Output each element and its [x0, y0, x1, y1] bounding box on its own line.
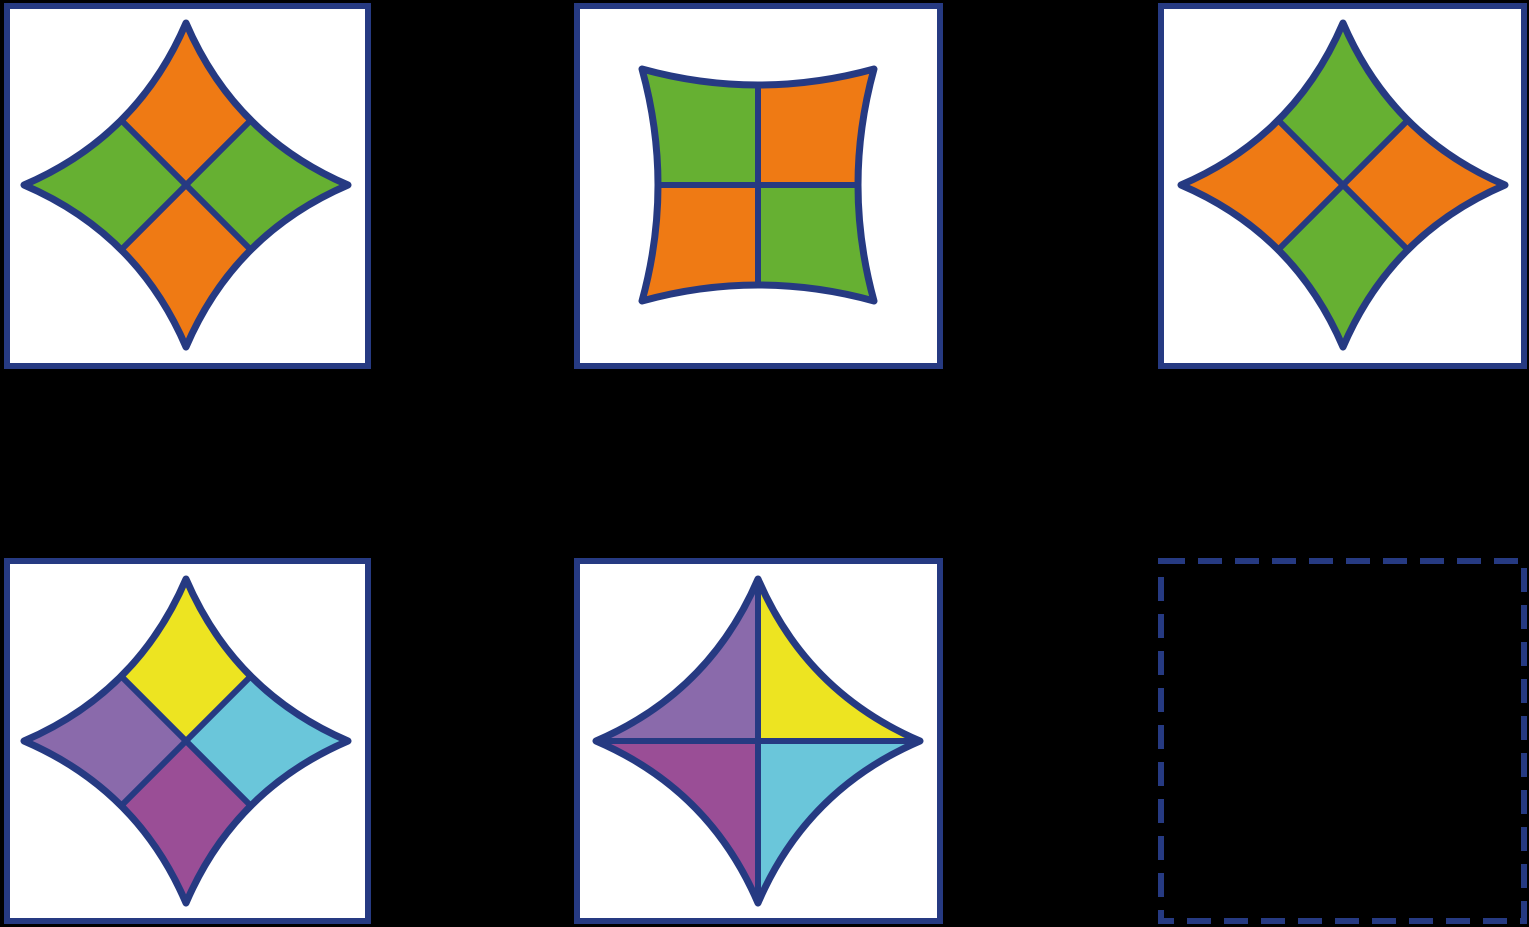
pillow-figure: [638, 65, 878, 305]
shape-outline: [592, 575, 924, 907]
cell-r2-c3-answer-slot[interactable]: [1158, 558, 1527, 924]
quadrant-bottom-left: [642, 185, 758, 301]
cell-r2-c1[interactable]: [0, 541, 386, 927]
cell-r2-c2[interactable]: [558, 541, 958, 927]
shape-outline: [20, 19, 352, 351]
shape-outline: [1177, 19, 1509, 351]
quadrant-bottom-right: [758, 185, 874, 301]
cell-r1-c1[interactable]: [0, 0, 386, 385]
cell-r1-c3[interactable]: [1143, 0, 1529, 385]
quadrant-top-right: [758, 69, 874, 185]
shape-outline: [20, 575, 352, 907]
shape-outline: [638, 65, 878, 305]
quadrant-top-left: [642, 69, 758, 185]
cell-r1-c2[interactable]: [558, 0, 958, 385]
empty-answer-frame: [1158, 558, 1527, 924]
